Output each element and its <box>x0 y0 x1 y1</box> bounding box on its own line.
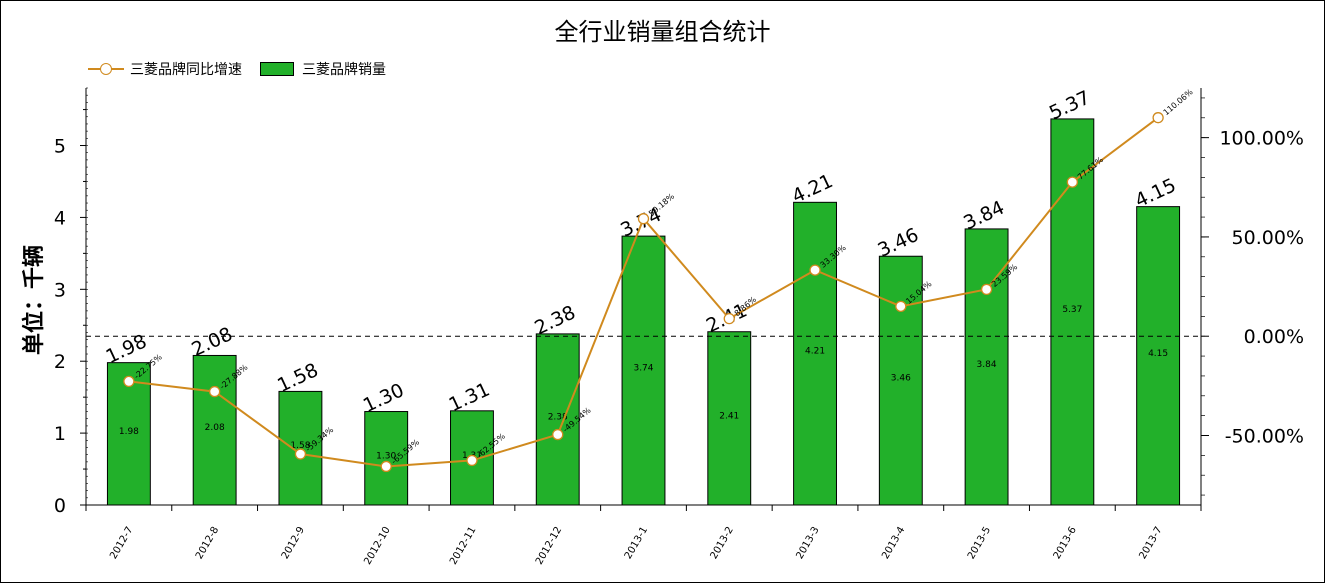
bar-inside-label: 2.08 <box>205 423 225 433</box>
legend: 三菱品牌同比增速 三菱品牌销量 <box>88 58 404 80</box>
bar <box>192 354 237 506</box>
bar <box>964 228 1009 506</box>
bar-inside-label: 3.46 <box>891 374 911 384</box>
bar-inside-label: 3.84 <box>977 360 997 370</box>
y-tick-label-left: 2 <box>54 351 66 373</box>
x-tick-label: 2012-12 <box>534 525 564 567</box>
growth-point <box>809 264 821 276</box>
bar-inside-label: 4.21 <box>805 347 825 357</box>
legend-item-growth: 三菱品牌同比增速 <box>88 59 242 79</box>
growth-point <box>209 385 221 398</box>
x-tick-label: 2013-2 <box>709 525 736 561</box>
y-tick-label-right: -50.00% <box>1225 426 1304 448</box>
y-tick-label-right: 100.00% <box>1219 128 1304 150</box>
y-tick-label-left: 0 <box>54 495 66 517</box>
y-tick-label-right: 50.00% <box>1232 227 1304 249</box>
bar-inside-label: 3.74 <box>633 364 653 374</box>
legend-line-swatch <box>88 62 124 76</box>
bar-inside-label: 1.98 <box>119 427 139 437</box>
x-tick-label: 2012-10 <box>362 525 392 567</box>
bar-inside-label: 1.30 <box>376 451 396 461</box>
bar <box>878 255 923 506</box>
bar-inside-label: 2.38 <box>548 412 568 422</box>
bar <box>621 235 666 506</box>
bar <box>707 331 752 506</box>
legend-item-sales: 三菱品牌销量 <box>260 59 386 79</box>
bar <box>793 201 837 506</box>
x-tick-label: 2012-7 <box>108 525 135 561</box>
growth-point <box>637 213 650 225</box>
bar-inside-label: 4.15 <box>1148 349 1168 359</box>
bar <box>364 411 409 506</box>
x-tick-label: 2013-6 <box>1052 525 1079 561</box>
bar-inside-label: 2.41 <box>719 411 739 421</box>
legend-bar-swatch <box>260 62 294 76</box>
x-tick-label: 2012-9 <box>280 525 307 561</box>
y-tick-label-right: 0.00% <box>1244 326 1304 348</box>
legend-label-growth: 三菱品牌同比增速 <box>130 62 242 78</box>
x-tick-label: 2013-7 <box>1137 525 1164 561</box>
bar <box>535 333 580 506</box>
bar-inside-label: 5.37 <box>1062 305 1082 315</box>
y-tick-label-left: 1 <box>54 423 66 445</box>
growth-point <box>380 460 392 473</box>
growth-point-label: 110.06% <box>1162 87 1195 117</box>
x-tick-label: 2012-8 <box>194 525 221 561</box>
x-tick-label: 2013-5 <box>966 525 993 561</box>
bar-inside-label: 1.58 <box>290 441 310 451</box>
growth-point <box>723 312 735 325</box>
chart-title: 全行业销量组合统计 <box>554 18 771 46</box>
y-tick-label-left: 5 <box>54 136 66 158</box>
x-tick-label: 2012-11 <box>448 525 478 567</box>
growth-point <box>1066 176 1078 188</box>
bar <box>1136 206 1181 506</box>
growth-point <box>1152 112 1164 124</box>
bar <box>278 390 323 506</box>
x-tick-label: 2013-4 <box>880 525 907 561</box>
legend-label-sales: 三菱品牌销量 <box>302 62 386 78</box>
x-tick-label: 2013-1 <box>623 525 650 561</box>
growth-point <box>552 428 564 441</box>
y-tick-label-left: 4 <box>54 207 66 229</box>
growth-point <box>895 300 907 312</box>
y-tick-label-left: 3 <box>54 279 66 301</box>
x-tick-label: 2013-3 <box>794 525 821 561</box>
growth-point <box>294 448 307 460</box>
growth-point <box>980 283 993 296</box>
growth-point <box>466 454 478 467</box>
growth-point <box>123 375 135 388</box>
